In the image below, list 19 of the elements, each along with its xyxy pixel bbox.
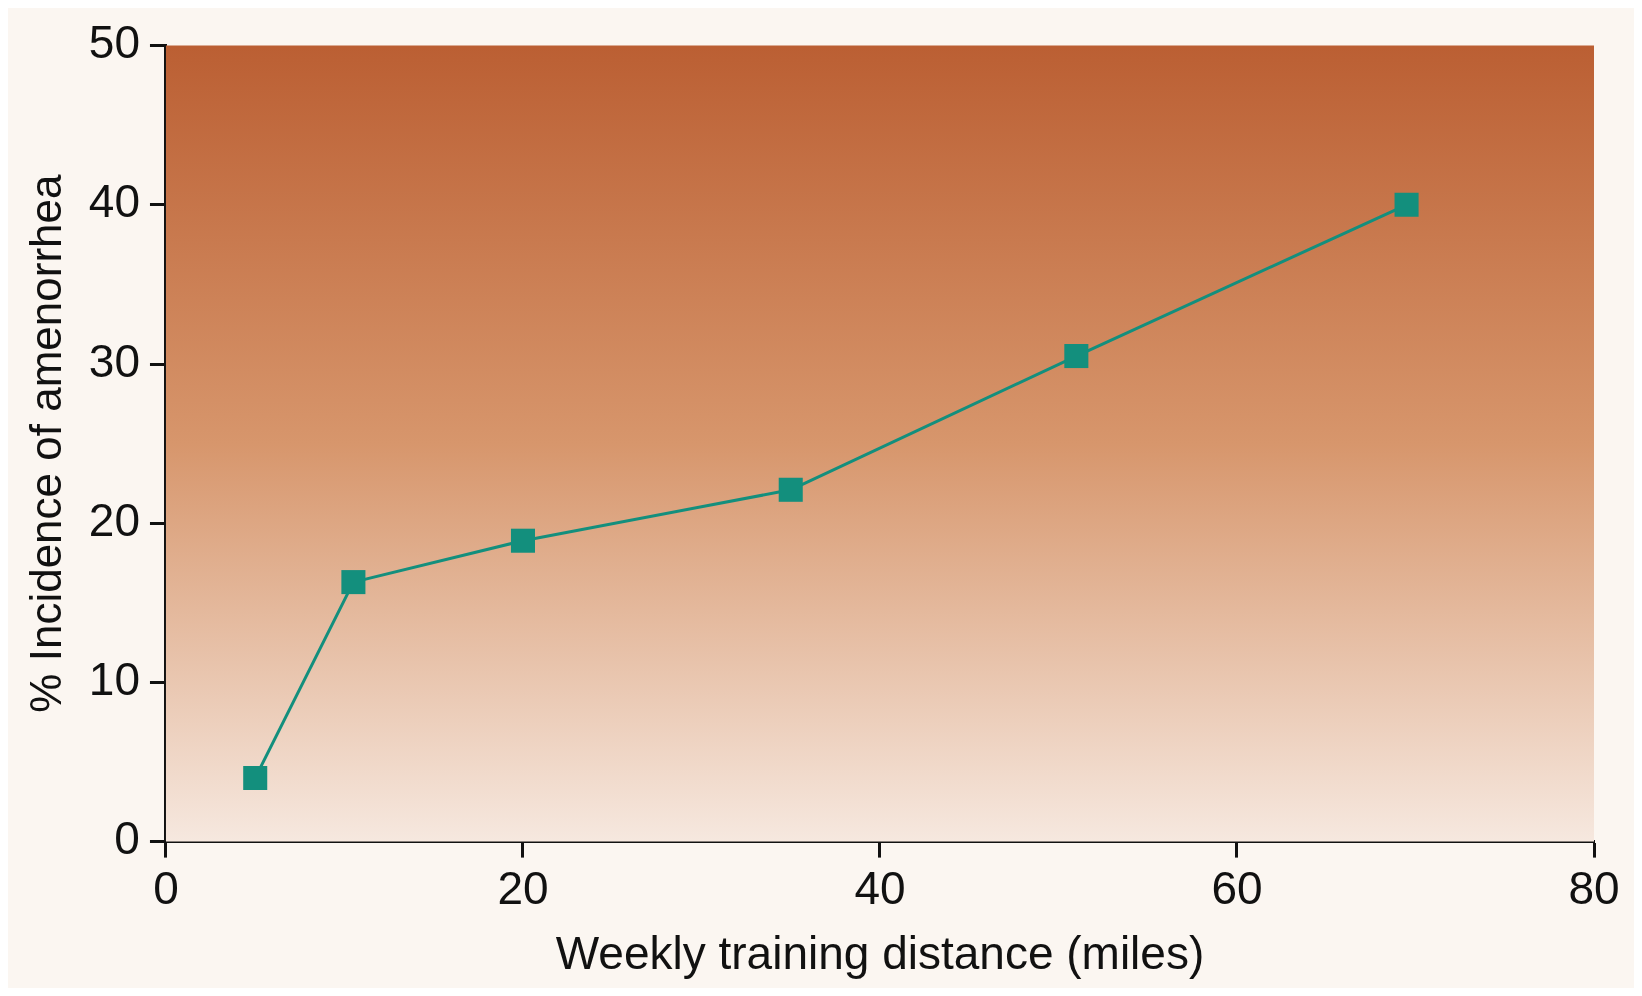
x-tick-label: 40 [854, 861, 906, 914]
x-axis-title: Weekly training distance (miles) [555, 927, 1205, 980]
y-tick-label: 50 [88, 16, 140, 69]
point [341, 570, 366, 595]
x-tick-label: 0 [153, 861, 179, 914]
point [778, 477, 803, 502]
point [243, 765, 268, 790]
x-tick-label: 80 [1568, 861, 1620, 914]
y-tick-label: 0 [114, 812, 140, 865]
y-tick-label: 40 [88, 175, 140, 228]
y-tick-label: 30 [88, 334, 140, 387]
y-tick-label: 10 [88, 653, 140, 706]
y-axis-title: % Incidence of amenorrhea [20, 174, 70, 713]
y-tick-label: 20 [88, 493, 140, 546]
x-tick-label: 60 [1211, 861, 1263, 914]
point [1064, 344, 1089, 369]
x-tick-label: 20 [497, 861, 549, 914]
point [510, 528, 535, 553]
point [1394, 192, 1419, 217]
